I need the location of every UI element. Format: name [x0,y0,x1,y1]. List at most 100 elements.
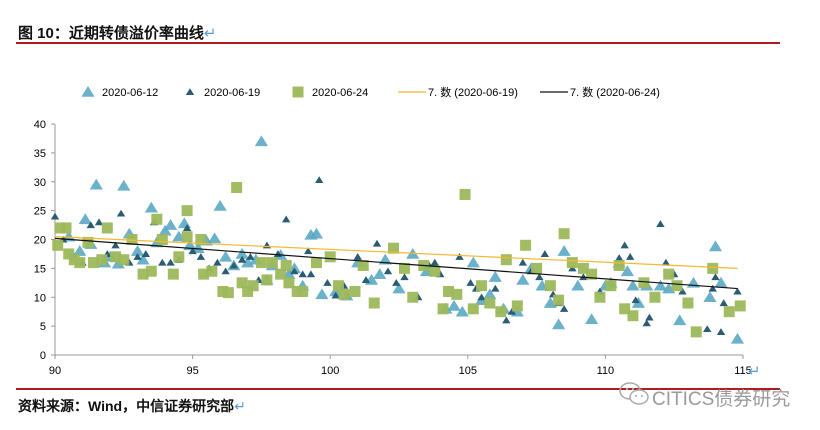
point-2020-06-19 [466,279,475,286]
trendline-1 [54,236,738,269]
point-2020-06-24 [476,280,488,292]
x-tick-label: 100 [321,365,339,377]
point-2020-06-24 [280,259,292,271]
point-2020-06-24 [349,285,361,297]
point-2020-06-12 [158,224,172,236]
point-2020-06-24 [310,257,322,269]
point-2020-06-24 [690,326,702,338]
point-2020-06-19 [331,291,340,299]
point-2020-06-19 [86,221,95,229]
point-2020-06-24 [627,310,639,322]
point-2020-06-19 [719,299,728,307]
point-2020-06-19 [507,307,517,315]
point-2020-06-24 [553,294,565,306]
point-2020-06-12 [241,256,255,268]
y-tick-label: 15 [34,263,46,275]
point-2020-06-24 [145,265,157,277]
y-tick-label: 25 [34,206,46,218]
point-2020-06-24 [566,257,578,269]
point-2020-06-12 [673,314,687,326]
point-2020-06-19 [166,258,175,266]
point-2020-06-24 [110,251,122,263]
point-2020-06-24 [126,234,138,245]
y-tick-label: 30 [34,177,46,189]
point-2020-06-24 [151,213,163,225]
return-mark: ↵ [234,398,246,414]
point-2020-06-19 [221,267,230,275]
point-2020-06-12 [117,179,131,191]
y-tick-label: 0 [40,350,46,362]
point-2020-06-19 [116,209,126,217]
legend: 2020-06-12 2020-06-19 2020-06-24 7. 数 (2020… [81,86,660,99]
point-2020-06-19 [631,296,640,304]
point-2020-06-24 [291,285,303,297]
y-tick-label: 5 [40,321,46,333]
point-2020-06-24 [137,268,149,280]
point-2020-06-19 [353,253,362,260]
legend-label: 2020-06-19 [204,87,260,99]
point-2020-06-24 [74,257,86,269]
point-2020-06-24 [451,288,463,300]
point-2020-06-24 [82,236,94,248]
point-2020-06-24 [605,280,617,292]
point-2020-06-19 [625,253,635,260]
point-2020-06-24 [255,257,267,269]
point-2020-06-24 [707,262,719,274]
point-2020-06-24 [275,268,287,280]
point-2020-06-12 [78,213,92,225]
point-2020-06-19 [306,270,316,278]
point-2020-06-12 [392,282,406,294]
point-2020-06-19 [733,287,742,295]
point-2020-06-19 [323,279,332,286]
point-2020-06-12 [163,219,178,230]
point-2020-06-19 [716,328,726,335]
point-2020-06-24 [663,268,675,280]
point-2020-06-12 [144,201,158,213]
point-2020-06-24 [297,285,309,297]
point-2020-06-19 [281,215,291,223]
point-2020-06-24 [52,239,64,251]
legend-marker-2020-06-24 [292,86,304,98]
point-2020-06-19 [614,254,624,262]
point-2020-06-19 [141,250,150,257]
point-2020-06-19 [430,258,439,266]
point-2020-06-12 [585,313,599,324]
point-2020-06-19 [383,267,393,275]
x-tick-label: 105 [459,365,477,377]
point-2020-06-19 [133,253,142,260]
point-2020-06-19 [158,258,167,266]
point-2020-06-19 [298,270,307,278]
point-2020-06-24 [173,251,185,263]
point-2020-06-24 [437,303,449,315]
point-2020-06-24 [734,300,746,312]
point-2020-06-12 [516,273,530,285]
point-2020-06-24 [118,254,130,266]
point-2020-06-24 [222,287,234,299]
point-2020-06-19 [182,224,192,231]
figure-title: 图 10：近期转债溢价率曲线↵ [18,22,216,43]
point-2020-06-12 [315,288,329,300]
point-2020-06-19 [262,241,272,249]
trendline-2 [54,237,738,290]
point-2020-06-24 [399,262,411,274]
point-2020-06-12 [89,178,103,190]
point-2020-06-24 [101,222,113,234]
point-2020-06-24 [357,259,369,271]
point-2020-06-19 [213,258,222,266]
point-2020-06-12 [455,305,469,317]
point-2020-06-24 [459,188,471,200]
source-note: 资料来源：Wind，中信证券研究部↵ [18,396,246,416]
point-2020-06-24 [368,297,380,309]
point-2020-06-19 [491,284,500,292]
point-2020-06-19 [559,305,569,312]
point-2020-06-12 [177,217,191,229]
point-2020-06-24 [167,268,179,280]
point-2020-06-24 [338,288,350,300]
point-2020-06-19 [540,250,550,257]
point-2020-06-24 [236,277,248,289]
point-2020-06-24 [195,234,207,245]
point-2020-06-19 [392,279,401,286]
x-tick-label: 115 [734,365,752,377]
watermark: CITICS债券研究 [652,389,791,410]
point-2020-06-12 [466,256,480,268]
